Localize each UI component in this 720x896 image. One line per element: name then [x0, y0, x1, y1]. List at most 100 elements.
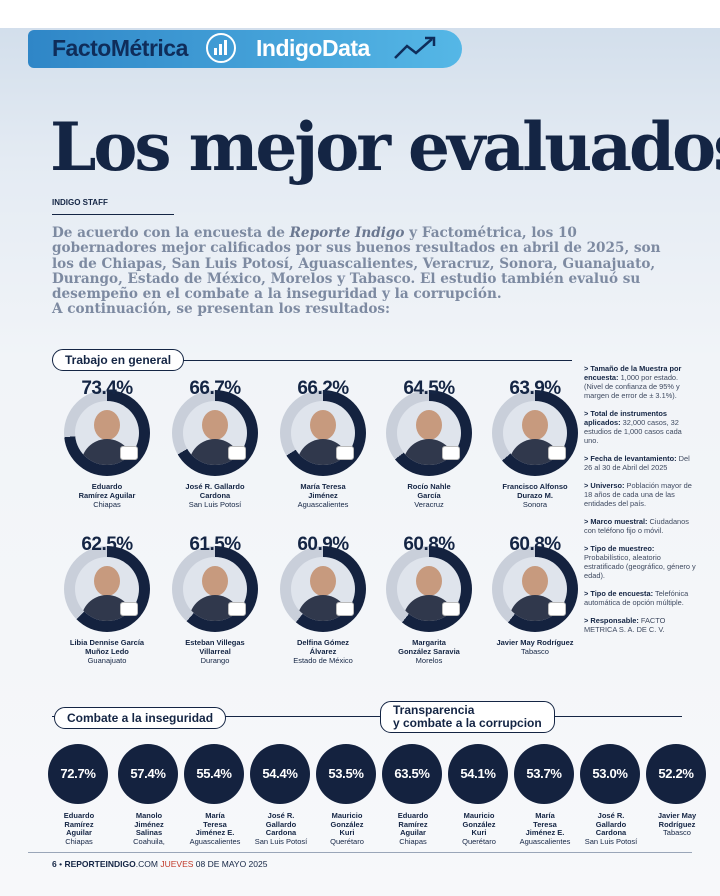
party-logo-icon [548, 446, 566, 460]
governor-percentage: 63.9% [509, 378, 561, 399]
methodology-label: Universo: [590, 481, 625, 490]
arrow-icon: > [584, 364, 591, 373]
score-circle: 54.4% [250, 744, 310, 804]
arrow-icon: > [584, 454, 591, 463]
ranking-name: José R. Gallardo Cardona San Luis Potosí [576, 811, 646, 846]
ranking-name-line1: María [535, 811, 555, 820]
security-ranking-item: 72.7% Eduardo Ramírez Aguilar Chiapas [48, 744, 110, 848]
approval-donut [492, 546, 578, 632]
ranking-name: Javier May Rodríguez Tabasco [642, 811, 712, 838]
photo-head [94, 410, 120, 440]
party-logo-icon [548, 602, 566, 616]
methodology-text: Ciudadanos con teléfono fijo o móvil. [584, 517, 689, 535]
footer: 6 • REPORTEINDIGO.COM JUEVES 08 DE MAYO … [52, 859, 267, 869]
photo-head [94, 566, 120, 596]
ranking-name-line3: Aguilar [66, 828, 92, 838]
approval-donut [492, 390, 578, 476]
byline-rule [52, 214, 174, 215]
governor-name-line2: Ramírez Aguilar [78, 491, 136, 500]
methodology-text: Telefónica automática de opción múltiple… [584, 589, 689, 607]
governor-state: Guanajuato [87, 656, 127, 665]
intro-paragraph: De acuerdo con la encuesta de Reporte In… [52, 225, 682, 318]
score-circle: 53.5% [316, 744, 376, 804]
governor-name-line2: Jiménez [308, 491, 338, 500]
governor-card: 60.8% Margarita González Saravia Morelos [374, 534, 484, 684]
governor-name-line2: Cardona [199, 491, 231, 500]
security-ranking-item: 53.5% Mauricio González Kuri Querétaro [316, 744, 378, 848]
ranking-name-line2: González [462, 819, 496, 829]
ranking-name-line3: Cardona [265, 828, 297, 838]
governor-card: 73.4% Eduardo Ramírez Aguilar Chiapas [52, 378, 162, 528]
methodology-text: 1,000 por estado. (Nivel de confianza de… [584, 373, 680, 400]
brand-factometrica: FactoMétrica [52, 35, 188, 61]
corruption-label-line2: y combate a la corrupcion [393, 716, 542, 730]
photo-head [522, 410, 548, 440]
approval-donut [280, 546, 366, 632]
ranking-name-line1: José R. [597, 811, 625, 820]
governor-name-line2: González Saravia [398, 647, 460, 656]
governor-name-line1: María Teresa [300, 482, 346, 491]
methodology-label: Tamaño de la Muestra por encuesta: [584, 364, 682, 382]
governor-name-line1: Eduardo [91, 482, 123, 491]
site-name-bold: REPORTEINDIGO [64, 859, 136, 869]
score-circle: 54.1% [448, 744, 508, 804]
governor-card: 61.5% Esteban Villegas Villarreal Durango [160, 534, 270, 684]
methodology-item: > Responsable: FACTO METRICA S. A. DE C.… [584, 616, 696, 634]
site-name-tld: .COM [135, 859, 158, 869]
governor-name-line1: Francisco Alfonso [502, 482, 568, 491]
governor-name-line2: Muñoz Ledo [85, 647, 129, 656]
methodology-text: Probabilístico, aleatorio estratificado … [584, 553, 696, 580]
approval-donut [386, 546, 472, 632]
ranking-name-line1: Javier May [657, 811, 697, 820]
governor-card: 62.5% Libia Dennise García Muñoz Ledo Guana… [52, 534, 162, 684]
footer-date: 08 DE MAYO 2025 [195, 859, 268, 869]
ranking-state: Chiapas [399, 836, 427, 846]
governor-percentage: 64.5% [403, 378, 455, 399]
footer-dot: • [59, 859, 65, 869]
arrow-icon: > [584, 517, 591, 526]
ranking-name: Manolo Jiménez Salinas Coahuila, [114, 811, 184, 846]
ranking-name: Mauricio González Kuri Querétaro [312, 811, 382, 846]
ranking-name-line1: Eduardo [397, 811, 429, 820]
ranking-state: Aguascalientes [519, 836, 571, 846]
party-logo-icon [120, 602, 138, 616]
score-circle: 52.2% [646, 744, 706, 804]
ranking-state: Chiapas [65, 836, 93, 846]
methodology-label: Tipo de encuesta: [590, 589, 654, 598]
governor-name-line2: García [417, 491, 441, 500]
governor-state: Chiapas [93, 500, 121, 509]
governor-name: Rocío Nahle García Veracruz [374, 482, 484, 509]
governor-name: José R. Gallardo Cardona San Luis Potosí [160, 482, 270, 509]
governor-name-line2: Álvarez [309, 647, 337, 656]
methodology-label: Fecha de levantamiento: [590, 454, 677, 463]
intro-text-1: De acuerdo con la encuesta de [52, 225, 290, 241]
score-circle: 57.4% [118, 744, 178, 804]
governor-state: Durango [200, 656, 230, 665]
ranking-name-line3: Jiménez E. [195, 828, 235, 838]
methodology-label: Responsable: [590, 616, 639, 625]
party-logo-icon [228, 602, 246, 616]
score-circle: 63.5% [382, 744, 442, 804]
governor-name: Francisco Alfonso Durazo M. Sonora [480, 482, 590, 509]
governor-state: Veracruz [414, 500, 444, 509]
governor-name: Delfina Gómez Álvarez Estado de México [268, 638, 378, 665]
photo-head [522, 566, 548, 596]
ranking-name: Eduardo Ramírez Aguilar Chiapas [378, 811, 448, 846]
intro-text-2: y Factométrica, los 10 gobernadores mejo… [52, 225, 661, 303]
corruption-ranking-item: 53.7% María Teresa Jiménez E. Aguascalientes [514, 744, 576, 848]
trend-arrow-icon [392, 34, 442, 62]
governor-name-line1: Rocío Nahle [407, 482, 451, 491]
governor-card: 66.2% María Teresa Jiménez Aguascalientes [268, 378, 378, 528]
arrow-icon: > [584, 589, 591, 598]
governor-state: Tabasco [521, 647, 549, 656]
methodology-label: Marco muestral: [590, 517, 648, 526]
ranking-name-line2: Rodríguez [658, 819, 696, 829]
score-circle: 53.7% [514, 744, 574, 804]
approval-donut [280, 390, 366, 476]
ranking-name-line1: Manolo [135, 811, 163, 820]
security-ranking-item: 54.4% José R. Gallardo Cardona San Luis Poto… [250, 744, 312, 848]
governor-percentage: 60.9% [297, 534, 349, 555]
methodology-text: Población mayor de 18 años de cada una d… [584, 481, 692, 508]
methodology-label: Tipo de muestreo: [590, 544, 655, 553]
governor-name-line1: Margarita [412, 638, 446, 647]
